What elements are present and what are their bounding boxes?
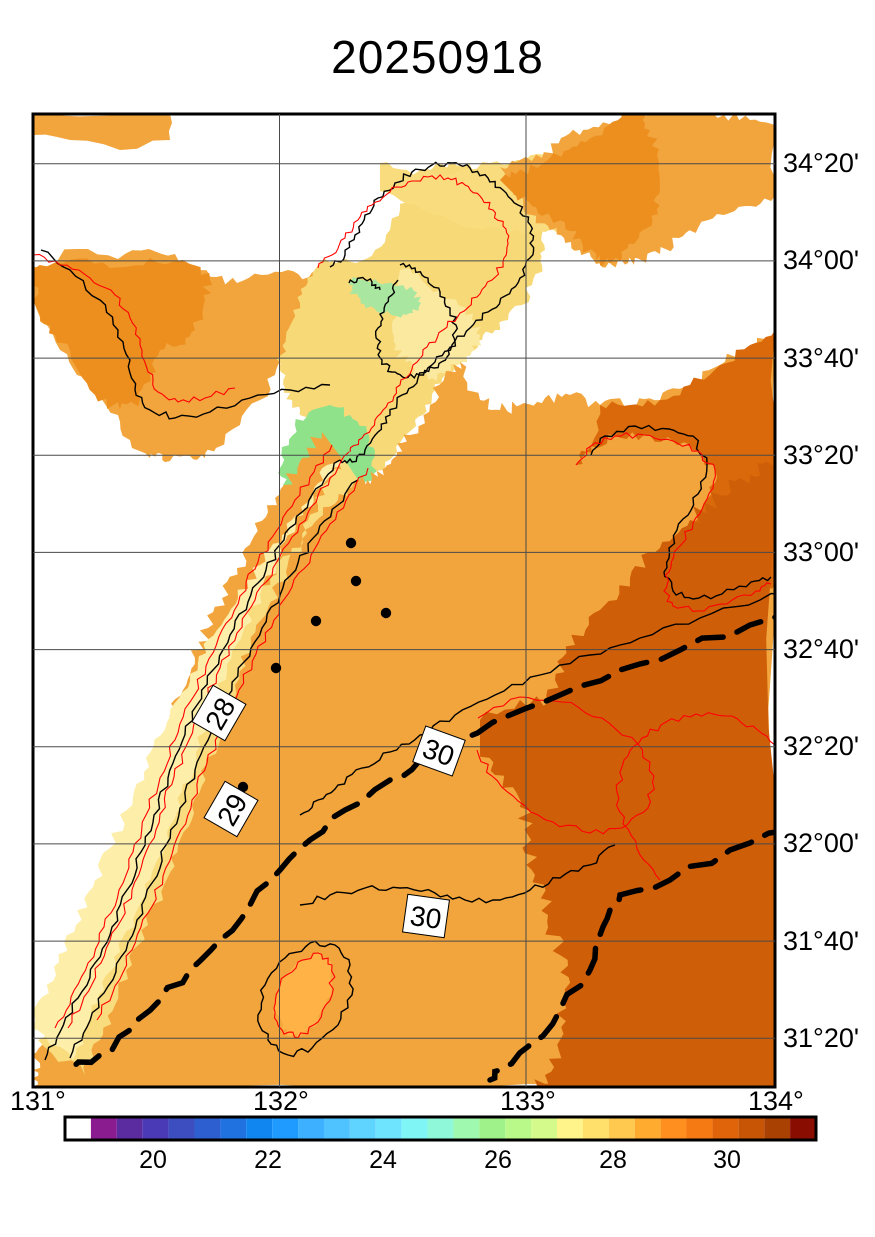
svg-text:28: 28: [599, 1146, 627, 1174]
svg-text:134°: 134°: [748, 1086, 804, 1116]
svg-text:31°20': 31°20': [783, 1023, 859, 1053]
svg-text:20: 20: [139, 1146, 167, 1174]
svg-text:32°00': 32°00': [783, 828, 859, 858]
svg-text:26: 26: [484, 1146, 512, 1174]
svg-text:30: 30: [408, 900, 443, 935]
svg-text:33°20': 33°20': [783, 440, 859, 470]
svg-text:32°20': 32°20': [783, 731, 859, 761]
svg-text:132°: 132°: [253, 1086, 309, 1116]
svg-text:32°40': 32°40': [783, 634, 859, 664]
svg-text:30: 30: [713, 1146, 741, 1174]
svg-text:131°: 131°: [10, 1086, 66, 1116]
svg-text:34°00': 34°00': [783, 245, 859, 275]
svg-text:33°40': 33°40': [783, 343, 859, 373]
svg-text:133°: 133°: [500, 1086, 556, 1116]
svg-text:22: 22: [254, 1146, 282, 1174]
svg-text:24: 24: [369, 1146, 397, 1174]
svg-text:31°40': 31°40': [783, 926, 859, 956]
svg-text:33°00': 33°00': [783, 537, 859, 567]
svg-text:34°20': 34°20': [783, 148, 859, 178]
